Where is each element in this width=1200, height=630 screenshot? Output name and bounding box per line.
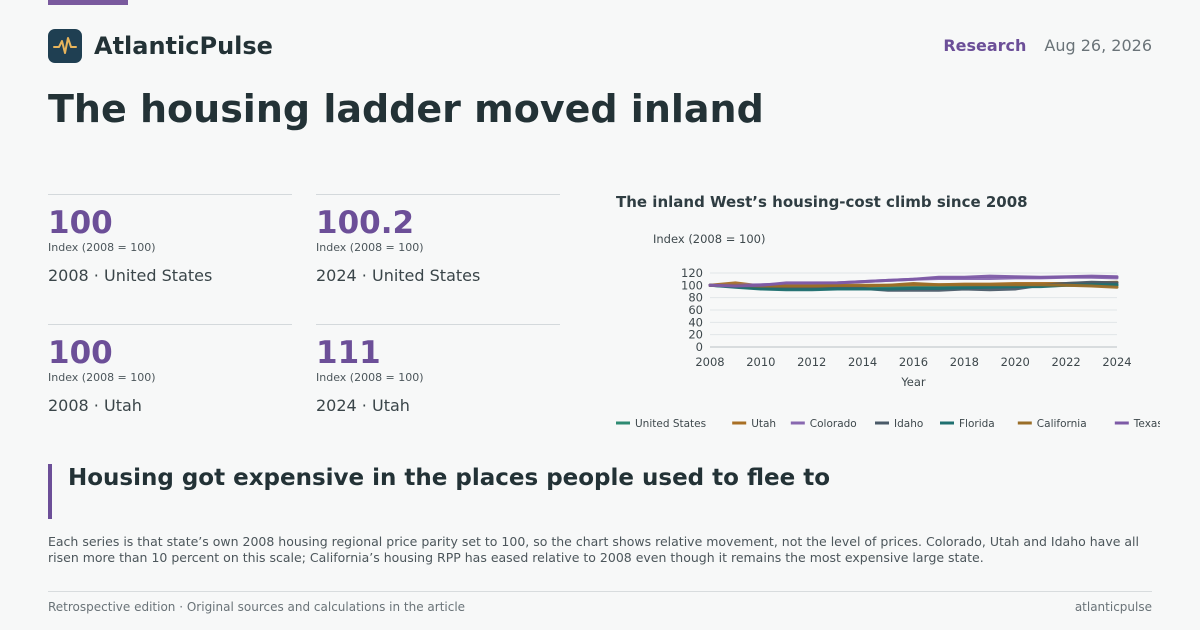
series-line [708, 282, 1119, 289]
y-axis-label: Index (2008 = 100) [653, 232, 765, 246]
x-tick-label: 2016 [899, 355, 928, 369]
legend-label: California [1037, 418, 1087, 430]
x-tick-label: 2008 [695, 355, 724, 369]
x-tick-label: 2018 [950, 355, 979, 369]
brand-name[interactable]: AtlanticPulse [94, 32, 273, 60]
stat-value: 100 [48, 335, 113, 371]
stat-label: 2024 · Utah [316, 396, 410, 415]
y-tick-label: 0 [696, 340, 703, 354]
stat-unit: Index (2008 = 100) [48, 241, 156, 254]
stat-card: 100.2 Index (2008 = 100) 2024 · United S… [316, 194, 560, 304]
series-line [708, 274, 1119, 288]
x-tick-label: 2014 [848, 355, 877, 369]
legend-label: Utah [751, 418, 776, 430]
stat-value: 100 [48, 205, 113, 241]
x-tick-label: 2010 [746, 355, 775, 369]
y-tick-label: 100 [681, 278, 703, 292]
stat-grid: 100 Index (2008 = 100) 2008 · United Sta… [48, 194, 560, 454]
stat-card: 100 Index (2008 = 100) 2008 · United Sta… [48, 194, 292, 304]
legend-label: Colorado [810, 418, 857, 430]
accent-bar [48, 0, 128, 5]
x-tick-label: 2012 [797, 355, 826, 369]
stat-card: 100 Index (2008 = 100) 2008 · Utah [48, 324, 292, 434]
stat-unit: Index (2008 = 100) [48, 371, 156, 384]
y-tick-label: 40 [688, 315, 703, 329]
y-tick-label: 120 [681, 266, 703, 280]
legend-label: Florida [959, 418, 995, 430]
footer-brand[interactable]: atlanticpulse [1074, 600, 1152, 614]
subhead-rule [48, 464, 52, 519]
legend-label: Idaho [894, 418, 923, 430]
pulse-icon[interactable] [48, 29, 82, 63]
y-tick-label: 20 [688, 328, 703, 342]
footer-note: Retrospective edition · Original sources… [48, 600, 466, 614]
site-header: AtlanticPulse Research Aug 26, 2026 [48, 29, 1152, 63]
y-tick-label: 80 [688, 291, 703, 305]
publish-date: Aug 26, 2026 [1044, 36, 1152, 55]
stat-label: 2008 · Utah [48, 396, 142, 415]
header-meta: Research Aug 26, 2026 [943, 36, 1152, 56]
stat-value: 100.2 [316, 205, 415, 241]
stat-unit: Index (2008 = 100) [316, 371, 424, 384]
stat-label: 2024 · United States [316, 266, 481, 285]
stat-label: 2008 · United States [48, 266, 213, 285]
stat-unit: Index (2008 = 100) [316, 241, 424, 254]
legend-label: Texas [1133, 418, 1160, 430]
x-axis-label: Year [900, 375, 926, 389]
body-paragraph: Each series is that state’s own 2008 hou… [48, 534, 1139, 565]
x-tick-label: 2020 [1001, 355, 1030, 369]
section-link[interactable]: Research [943, 36, 1027, 55]
chart-title: The inland West’s housing-cost climb sin… [616, 193, 1028, 211]
x-tick-label: 2024 [1102, 355, 1131, 369]
stat-value: 111 [316, 335, 381, 371]
stat-card: 111 Index (2008 = 100) 2024 · Utah [316, 324, 560, 434]
x-tick-label: 2022 [1051, 355, 1080, 369]
page-title: The housing ladder moved inland [48, 87, 764, 131]
section-subhead: Housing got expensive in the places peop… [68, 465, 830, 491]
footer-divider [48, 591, 1152, 592]
y-tick-label: 60 [688, 303, 703, 317]
legend-label: United States [635, 418, 706, 430]
